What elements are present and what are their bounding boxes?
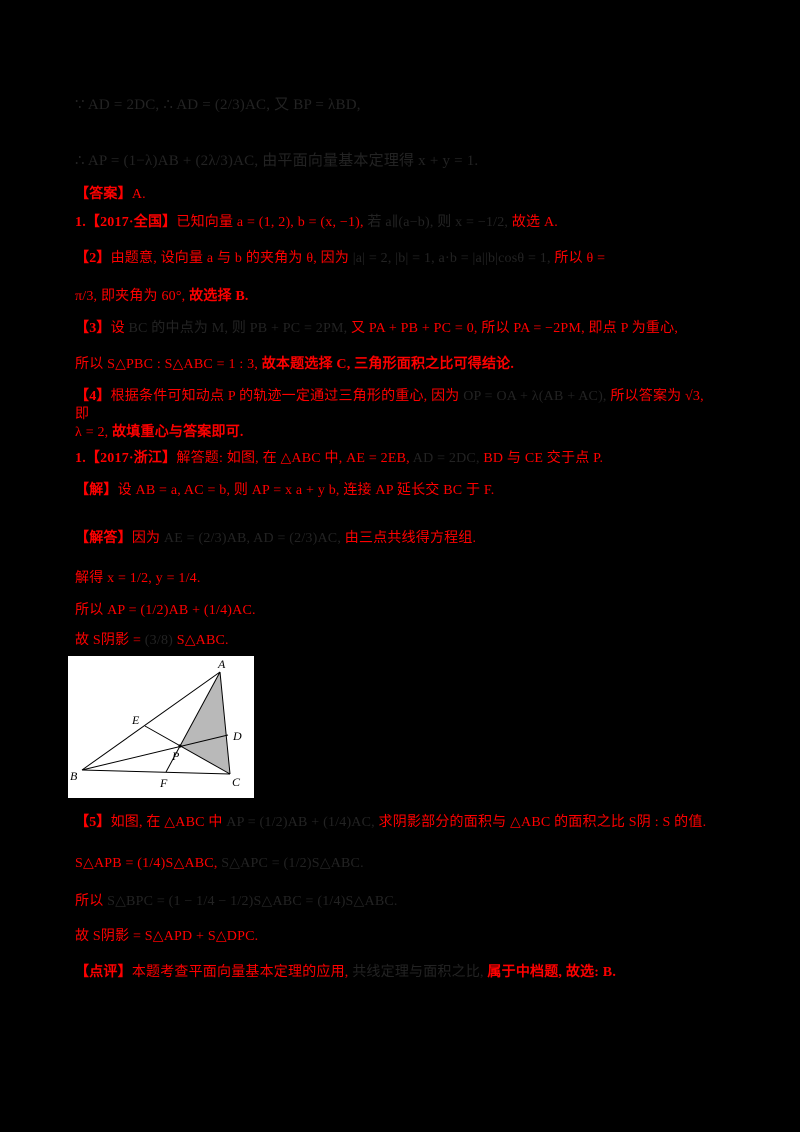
- side-AC: [219, 671, 231, 775]
- point-label-C: C: [232, 775, 241, 789]
- text-line: 1.【2017·全国】已知向量 a = (1, 2), b = (x, −1),…: [75, 215, 558, 230]
- shaded-region: [180, 672, 230, 774]
- cevian-CE: [144, 725, 231, 775]
- text-line: 所以 AP = (1/2)AB + (1/4)AC.: [75, 603, 256, 618]
- text-line: 所以 S△BPC = (1 − 1/4 − 1/2)S△ABC = (1/4)S…: [75, 894, 398, 909]
- triangle-diagram: A B C E D P F: [70, 657, 242, 790]
- text-line: λ = 2, 故填重心与答案即可.: [75, 425, 244, 440]
- text-line: 解得 x = 1/2, y = 1/4.: [75, 571, 201, 586]
- point-label-E: E: [131, 713, 140, 727]
- point-label-P: P: [171, 749, 180, 763]
- text-line: 【解】设 AB = a, AC = b, 则 AP = x a + y b, 连…: [75, 483, 495, 498]
- cevian-AF: [165, 671, 221, 773]
- text-line: 1.【2017·浙江】解答题: 如图, 在 △ABC 中, AE = 2EB, …: [75, 451, 604, 466]
- point-label-D: D: [232, 729, 242, 743]
- text-line: 【4】根据条件可知动点 P 的轨迹一定通过三角形的重心, 因为 OP = OA …: [75, 389, 704, 422]
- text-line: 【5】如图, 在 △ABC 中 AP = (1/2)AB + (1/4)AC, …: [75, 815, 707, 830]
- point-P: [178, 744, 182, 748]
- side-BC: [81, 769, 231, 775]
- side-AB: [81, 671, 221, 771]
- text-line: S△APB = (1/4)S△ABC, S△APC = (1/2)S△ABC.: [75, 856, 364, 871]
- point-label-F: F: [159, 776, 168, 790]
- text-line: ∵ AD = 2DC, ∴ AD = (2/3)AC, 又 BP = λBD,: [75, 97, 361, 113]
- text-line: π/3, 即夹角为 60°, 故选择 B.: [75, 289, 249, 304]
- text-line: 【3】设 BC 的中点为 M, 则 PB + PC = 2PM, 又 PA + …: [75, 321, 679, 336]
- text-line: 【解答】因为 AE = (2/3)AB, AD = (2/3)AC, 由三点共线…: [75, 531, 477, 546]
- cevian-BD: [81, 734, 229, 771]
- geometry-figure: A B C E D P F: [68, 656, 254, 798]
- text-line: 【点评】本题考查平面向量基本定理的应用, 共线定理与面积之比, 属于中档题, 故…: [75, 965, 617, 980]
- text-line: 【2】由题意, 设向量 a 与 b 的夹角为 θ, 因为 |a| = 2, |b…: [75, 251, 606, 266]
- text-line: 故 S阴影 = S△APD + S△DPC.: [75, 929, 259, 944]
- text-line: 所以 S△PBC : S△ABC = 1 : 3, 故本题选择 C, 三角形面积…: [75, 357, 515, 372]
- text-line: ∴ AP = (1−λ)AB + (2λ/3)AC, 由平面向量基本定理得 x …: [75, 153, 479, 169]
- point-label-B: B: [70, 769, 78, 783]
- text-line: 【答案】A.: [75, 187, 146, 202]
- text-line: 故 S阴影 = (3/8) S△ABC.: [75, 633, 229, 648]
- point-label-A: A: [217, 657, 226, 671]
